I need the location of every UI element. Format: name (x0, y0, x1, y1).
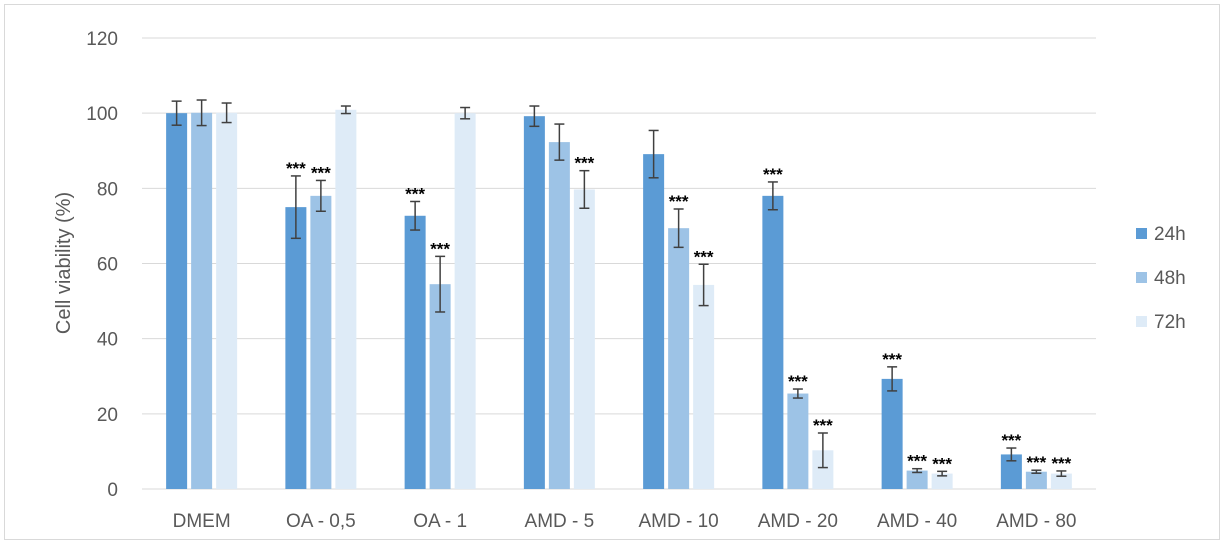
x-tick-label: OA - 1 (413, 511, 467, 532)
bar (1000, 454, 1022, 489)
y-axis-ticks: 0 20 40 60 80 100 120 (86, 29, 118, 501)
legend-label: 72h (1154, 312, 1186, 333)
bar (216, 112, 238, 489)
bar (1025, 471, 1047, 489)
y-tick-label: 80 (97, 179, 118, 200)
bar (523, 116, 545, 489)
significance-label: *** (907, 452, 927, 471)
bar (668, 228, 690, 489)
bar (454, 113, 476, 490)
x-tick-label: AMD - 5 (525, 511, 595, 532)
bar (787, 393, 809, 489)
x-axis-ticks: DMEM OA - 0,5 OA - 1 AMD - 5 AMD - 10 AMD - 2… (173, 511, 1077, 532)
bar (812, 450, 834, 489)
bar (166, 113, 188, 490)
significance-labels: *** *** *** *** *** *** *** *** *** *** *** *** *** *… (286, 154, 1072, 474)
error-bars (171, 99, 1067, 477)
bar (310, 195, 332, 489)
bar (931, 473, 953, 489)
significance-label: *** (669, 192, 689, 211)
bars (166, 109, 1072, 490)
legend-label: 48h (1154, 268, 1186, 289)
x-tick-label: DMEM (173, 511, 231, 532)
significance-label: *** (882, 350, 902, 369)
significance-label: *** (286, 159, 306, 178)
legend-label: 24h (1154, 224, 1186, 245)
significance-label: *** (574, 154, 594, 173)
bar (335, 109, 357, 489)
legend-swatch (1136, 228, 1147, 239)
significance-label: *** (1001, 431, 1021, 450)
significance-label: *** (813, 416, 833, 435)
significance-label: *** (311, 163, 331, 182)
legend: 24h 48h 72h (1136, 224, 1186, 333)
y-tick-label: 0 (107, 480, 118, 501)
bar (906, 470, 928, 489)
bar (429, 284, 451, 489)
x-tick-label: AMD - 20 (758, 511, 838, 532)
bar (548, 142, 570, 489)
y-tick-label: 100 (86, 104, 118, 125)
significance-label: *** (405, 184, 425, 203)
x-tick-label: AMD - 10 (639, 511, 719, 532)
bar (643, 154, 665, 489)
y-tick-label: 120 (86, 29, 118, 50)
significance-label: *** (932, 454, 952, 473)
y-axis-title: Cell viability (%) (53, 192, 75, 334)
bar (693, 284, 715, 489)
significance-label: *** (788, 372, 808, 391)
significance-label: *** (763, 165, 783, 184)
bar (191, 112, 213, 489)
x-tick-label: OA - 0,5 (286, 511, 356, 532)
bar (285, 207, 307, 489)
x-tick-label: AMD - 40 (877, 511, 957, 532)
y-tick-label: 20 (97, 405, 118, 426)
bar (573, 189, 595, 490)
gridlines (142, 37, 1096, 415)
bar (1050, 473, 1072, 489)
y-tick-label: 60 (97, 255, 118, 276)
bar (881, 378, 903, 489)
bar (762, 195, 784, 489)
bar (404, 215, 426, 489)
significance-label: *** (430, 239, 450, 258)
significance-label: *** (1026, 453, 1046, 472)
x-tick-label: AMD - 80 (996, 511, 1076, 532)
y-tick-label: 40 (97, 330, 118, 351)
legend-swatch (1136, 272, 1147, 283)
significance-label: *** (694, 247, 714, 266)
legend-swatch (1136, 316, 1147, 327)
significance-label: *** (1051, 454, 1071, 473)
